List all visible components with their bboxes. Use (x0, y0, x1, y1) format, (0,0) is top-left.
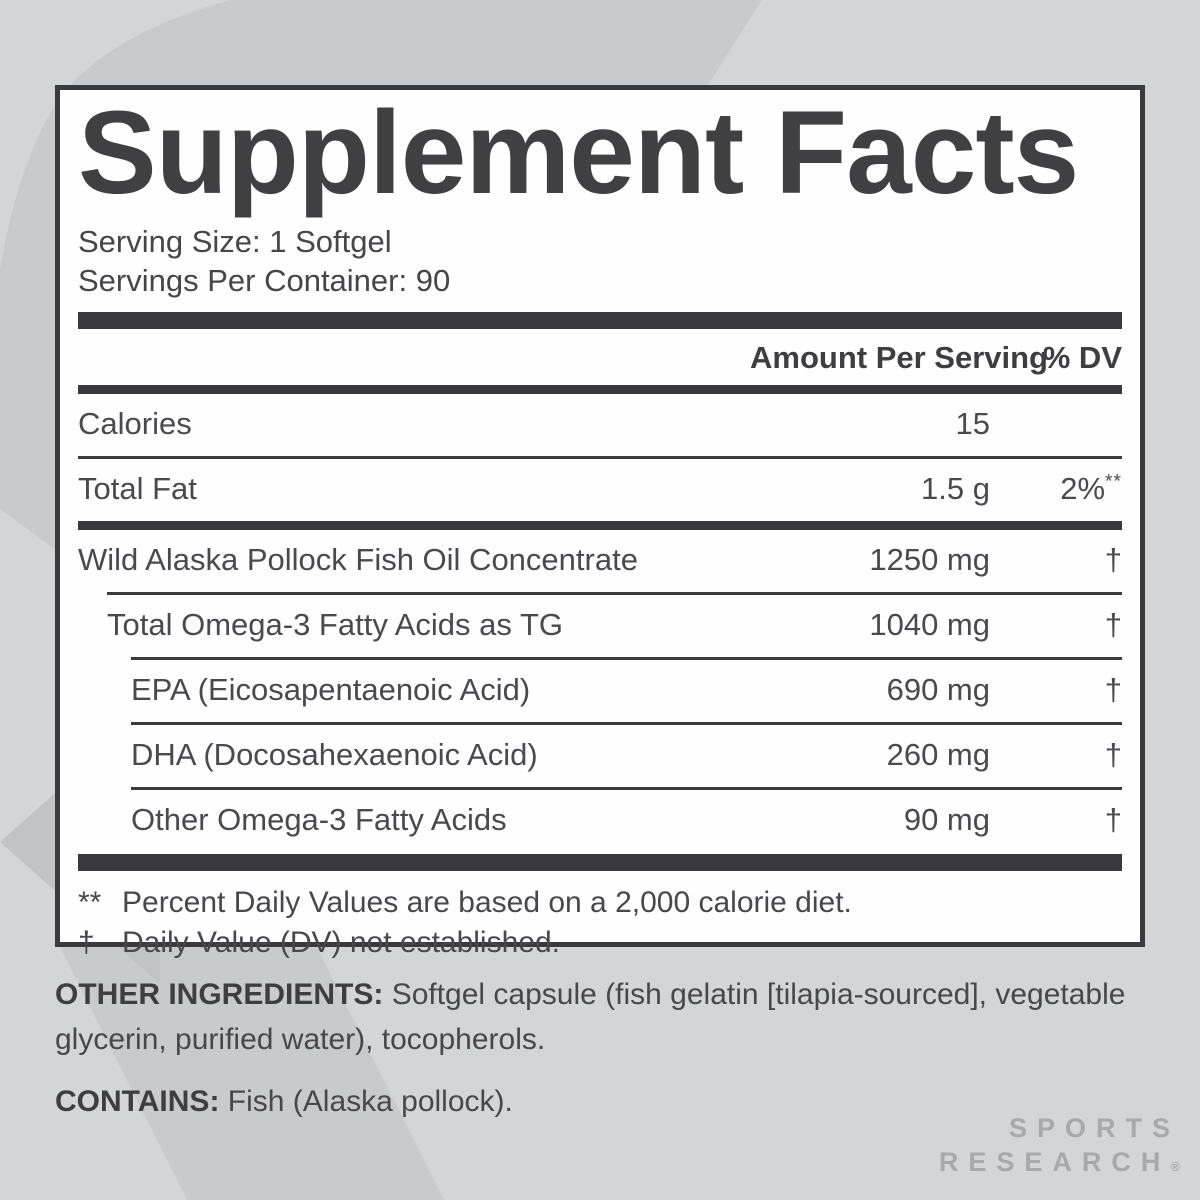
brand-research-text: RESEARCH (938, 1147, 1171, 1177)
header-amount-per-serving: Amount Per Serving (750, 340, 1048, 375)
other-ingredients-text: Softgel capsule (fish gelatin [tilapia-s… (55, 978, 1126, 1056)
divider-medium-1 (78, 385, 1122, 394)
divider-medium-2 (78, 521, 1122, 530)
divider-hairline-3 (131, 657, 1122, 660)
row-name: Other Omega-3 Fatty Acids (131, 802, 507, 837)
table-row-dha: DHA (Docosahexaenoic Acid) 260 mg † (78, 725, 1122, 787)
brand-logo: SPORTS RESEARCH® (939, 1111, 1180, 1184)
footnote-text: Percent Daily Values are based on a 2,00… (122, 886, 852, 919)
divider-hairline-5 (131, 787, 1122, 790)
row-dv: † (990, 802, 1122, 838)
row-name: Total Fat (78, 471, 197, 506)
divider-thick-bottom (78, 854, 1122, 871)
serving-info: Serving Size: 1 Softgel Servings Per Con… (78, 222, 1122, 300)
background-diagonal-band (60, 947, 444, 1200)
row-name: Total Omega-3 Fatty Acids as TG (107, 607, 563, 642)
row-amount: 260 mg (886, 737, 990, 772)
footnote-symbol: ** (78, 886, 102, 919)
row-dv: † (990, 607, 1122, 643)
row-amount: 1040 mg (869, 607, 990, 642)
divider-thick-top (78, 312, 1122, 329)
footnote-daily-values: ** Percent Daily Values are based on a 2… (78, 883, 1122, 923)
servings-per-container: Servings Per Container: 90 (78, 263, 451, 298)
row-dv-value: † (1104, 542, 1122, 577)
row-dv-value: † (1104, 802, 1122, 837)
footnotes: ** Percent Daily Values are based on a 2… (78, 883, 1122, 963)
registered-trademark-symbol: ® (1170, 1159, 1180, 1174)
brand-line-sports: SPORTS (1008, 1113, 1180, 1143)
serving-size: Serving Size: 1 Softgel (78, 224, 392, 259)
row-amount: 90 mg (903, 802, 990, 837)
contains-label: CONTAINS: (55, 1085, 220, 1118)
row-name: Wild Alaska Pollock Fish Oil Concentrate (78, 542, 638, 577)
row-dv-value: † (1104, 737, 1122, 772)
supplement-facts-panel: Supplement Facts Serving Size: 1 Softgel… (55, 85, 1145, 959)
row-amount: 1.5 g (921, 471, 990, 506)
footnote-dv-not-established: † Daily Value (DV) not established. (78, 923, 1122, 963)
row-dv: † (990, 542, 1122, 578)
other-ingredients-label: OTHER INGREDIENTS: (55, 978, 384, 1011)
row-amount: 15 (955, 406, 990, 441)
table-row-other-omega3: Other Omega-3 Fatty Acids 90 mg † (78, 790, 1122, 852)
row-name: Calories (78, 406, 192, 441)
table-header-row: Amount Per Serving % DV (78, 329, 1122, 385)
footnote-text: Daily Value (DV) not established. (122, 926, 560, 959)
row-dv: † (990, 737, 1122, 773)
table-row-total-omega3: Total Omega-3 Fatty Acids as TG 1040 mg … (78, 595, 1122, 657)
row-dv: 2%** (990, 471, 1122, 507)
brand-line-research: RESEARCH® (939, 1145, 1180, 1184)
ingredients-section: OTHER INGREDIENTS: Softgel capsule (fish… (55, 972, 1147, 1124)
contains-text: Fish (Alaska pollock). (219, 1085, 513, 1118)
panel-title: Supplement Facts (78, 87, 1079, 219)
row-name: EPA (Eicosapentaenoic Acid) (131, 672, 531, 707)
table-row-fish-oil-concentrate: Wild Alaska Pollock Fish Oil Concentrate… (78, 530, 1122, 592)
row-dv-sup: ** (1105, 471, 1122, 493)
row-dv: † (990, 672, 1122, 708)
footnote-symbol: † (78, 926, 95, 959)
row-amount: 690 mg (886, 672, 990, 707)
table-row-epa: EPA (Eicosapentaenoic Acid) 690 mg † (78, 660, 1122, 722)
row-amount: 1250 mg (869, 542, 990, 577)
table-row-total-fat: Total Fat 1.5 g 2%** (78, 459, 1122, 521)
other-ingredients-paragraph: OTHER INGREDIENTS: Softgel capsule (fish… (55, 972, 1147, 1062)
header-percent-dv: % DV (1042, 340, 1122, 375)
divider-hairline-4 (131, 722, 1122, 725)
row-dv-value: † (1104, 607, 1122, 642)
row-name: DHA (Docosahexaenoic Acid) (131, 737, 538, 772)
divider-hairline-1 (78, 456, 1122, 459)
divider-hairline-2 (107, 592, 1122, 595)
row-dv-value: † (1104, 672, 1122, 707)
contains-paragraph: CONTAINS: Fish (Alaska pollock). (55, 1079, 1147, 1124)
row-dv-value: 2% (1060, 471, 1106, 506)
table-row-calories: Calories 15 (78, 394, 1122, 456)
